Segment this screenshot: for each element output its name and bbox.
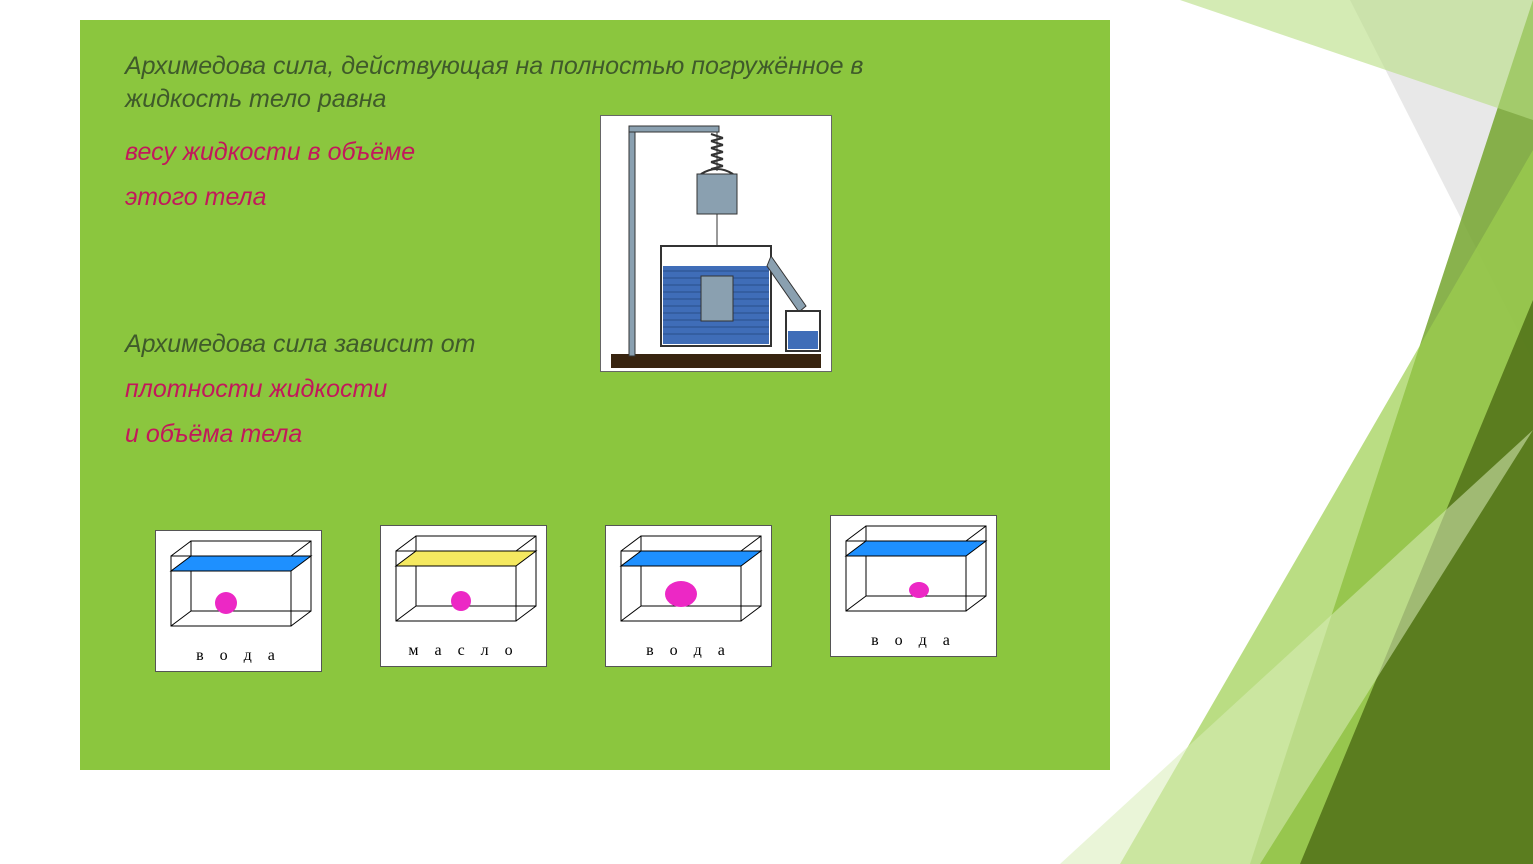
archimedes-experiment-figure [600, 115, 832, 372]
tank-label-4: в о д а [831, 632, 996, 650]
emphasis-line-2: этого тела [125, 183, 267, 212]
content-panel: Архимедова сила, действующая на полность… [80, 20, 1110, 770]
tank-label-2: м а с л о [381, 642, 546, 660]
tank-diagram-1: в о д а [155, 530, 322, 672]
emphasis-line-1: весу жидкости в объёме [125, 138, 415, 167]
heading-2: Архимедова сила зависит от [125, 330, 475, 359]
slide: Архимедова сила, действующая на полность… [0, 0, 1533, 864]
tank-label-3: в о д а [606, 642, 771, 660]
tank-diagram-4: в о д а [830, 515, 997, 657]
tank-diagram-3: в о д а [605, 525, 772, 667]
emphasis-line-3: плотности жидкости [125, 375, 387, 404]
heading-1: Архимедова сила, действующая на полность… [125, 50, 865, 115]
emphasis-line-4: и объёма тела [125, 420, 302, 449]
tank-label-1: в о д а [156, 647, 321, 665]
tank-diagram-2: м а с л о [380, 525, 547, 667]
